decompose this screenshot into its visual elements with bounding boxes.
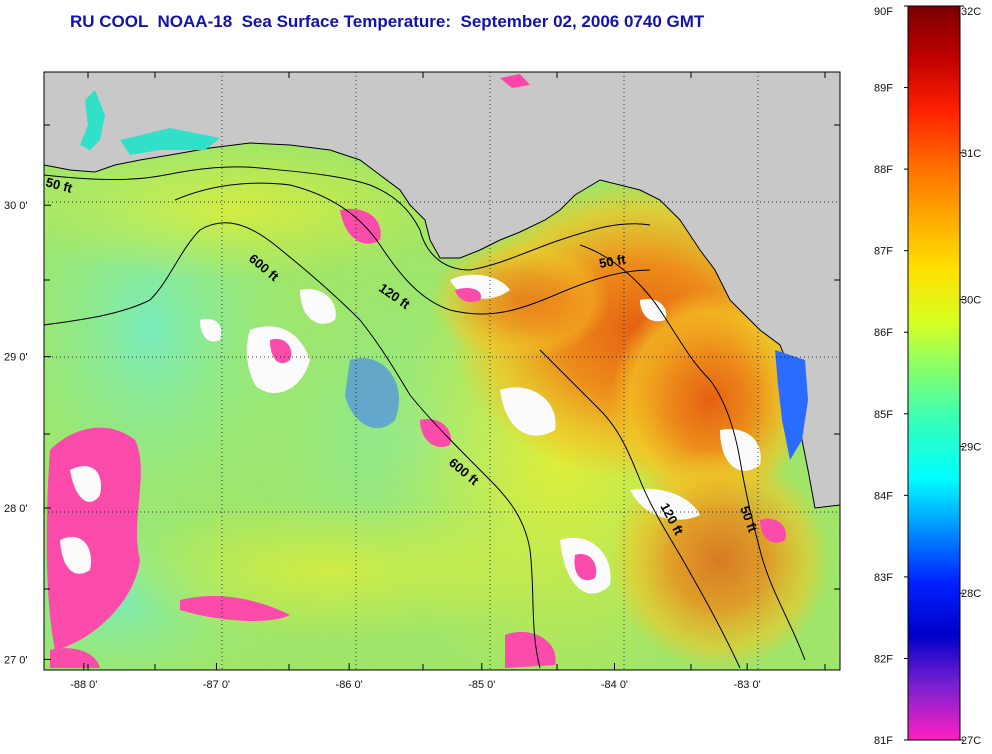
fahrenheit-label: 89F [874,83,893,95]
celsius-label: 30C [961,295,981,307]
celsius-label: 28C [961,588,981,600]
contour-600ft [43,222,541,669]
contour-120ft-east [539,349,741,669]
lat-tick-label: 30 0' [4,200,28,212]
fahrenheit-label: 90F [874,6,893,18]
mobile-bay [80,90,105,150]
lat-tick-label: 27 0' [4,654,28,666]
tick-marks [44,72,840,670]
colorbar-scale [907,5,961,741]
contour-label-50ft-west: 50 ft [44,174,74,196]
celsius-labels: 32C 31C 30C 29C 28C 27C [960,5,981,747]
cool-coastal-water [775,350,808,460]
contour-label-50ft-bigbend: 50 ft [598,251,628,271]
lon-tick-label: -86 0' [336,679,363,691]
contour-120ft [174,182,651,315]
latitude-axis: 27 0' 28 0' 29 0' 30 0' [4,200,51,666]
celsius-label: 27C [961,735,981,747]
fahrenheit-label: 84F [874,490,893,502]
celsius-label: 31C [961,148,981,160]
fahrenheit-label: 85F [874,409,893,421]
lat-tick-label: 29 0' [4,352,28,364]
lon-tick-label: -83 0' [734,679,761,691]
lon-tick-label: -87 0' [203,679,230,691]
map-title: RU COOL NOAA-18 Sea Surface Temperature:… [70,12,705,31]
fahrenheit-labels: 90F 89F 88F 87F 86F 85F 84F 83F 82F 81F [874,5,908,747]
fahrenheit-label: 83F [874,572,893,584]
inland-lake-flag [500,74,530,88]
fahrenheit-label: 86F [874,327,893,339]
fahrenheit-label: 88F [874,164,893,176]
lon-tick-label: -84 0' [601,679,628,691]
pensacola-bay [120,128,220,155]
lon-tick-label: -85 0' [468,679,495,691]
lat-tick-label: 28 0' [4,503,28,515]
contour-50ft-east [579,244,806,661]
contour-50ft-west [43,166,651,271]
celsius-label: 32C [961,6,981,18]
celsius-label: 29C [961,441,981,453]
plot-frame [43,71,841,671]
sst-field [44,72,840,670]
fahrenheit-label: 82F [874,653,893,665]
lon-tick-label: -88 0' [70,679,97,691]
fahrenheit-label: 87F [874,246,893,258]
grid-lines [44,72,840,670]
longitude-axis: -88 0' -87 0' -86 0' -85 0' -84 0' -83 0' [70,663,761,691]
fahrenheit-label: 81F [874,735,893,747]
bathymetry-contours [43,166,806,669]
